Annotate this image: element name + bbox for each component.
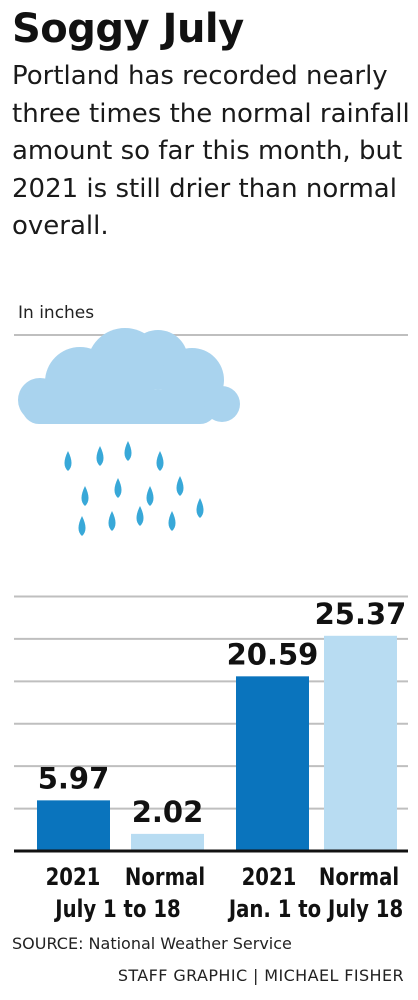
raindrop — [108, 511, 116, 531]
unit-label: In inches — [18, 303, 95, 323]
rainfall-bar-chart: 5.97 2.02 20.59 25.37 2021 Normal 2021 Normal J… — [14, 328, 408, 924]
raindrop — [146, 486, 154, 506]
raindrop — [196, 498, 204, 518]
source-note: SOURCE: National Weather Service — [12, 934, 292, 953]
bar — [236, 676, 309, 851]
bar-value-label: 25.37 — [315, 597, 407, 631]
category-label: 2021 — [46, 864, 101, 891]
rain-cloud-icon — [18, 328, 240, 536]
raindrop — [81, 486, 89, 506]
raindrop — [64, 451, 72, 471]
raindrop — [136, 506, 144, 526]
bar — [131, 833, 204, 851]
category-label: Normal — [125, 864, 205, 891]
raindrop — [78, 516, 86, 536]
group-label: Jan. 1 to July 18 — [227, 896, 403, 923]
chart-subtitle: Portland has recorded nearly three times… — [12, 61, 410, 241]
category-label: Normal — [319, 864, 399, 891]
group-label: July 1 to 18 — [53, 896, 180, 923]
raindrop — [168, 511, 176, 531]
x-axis-labels: 2021 Normal 2021 Normal July 1 to 18 Jan. 1 t… — [46, 864, 404, 923]
bar-value-label: 20.59 — [227, 637, 319, 671]
raindrops-icon — [64, 441, 204, 536]
raindrop — [96, 446, 104, 466]
chart-title: Soggy July — [12, 6, 244, 52]
category-label: 2021 — [242, 864, 297, 891]
bar-value-label: 5.97 — [38, 761, 110, 795]
raindrop — [124, 441, 132, 461]
bar — [324, 635, 397, 851]
raindrop — [156, 451, 164, 471]
bar-value-label: 2.02 — [132, 795, 204, 829]
bar — [37, 800, 110, 851]
bars — [37, 635, 397, 851]
raindrop — [176, 476, 184, 496]
raindrop — [114, 478, 122, 498]
credit-line: STAFF GRAPHIC | MICHAEL FISHER — [117, 966, 404, 985]
cloud-icon — [18, 328, 240, 424]
value-labels: 5.97 2.02 20.59 25.37 — [38, 597, 407, 829]
